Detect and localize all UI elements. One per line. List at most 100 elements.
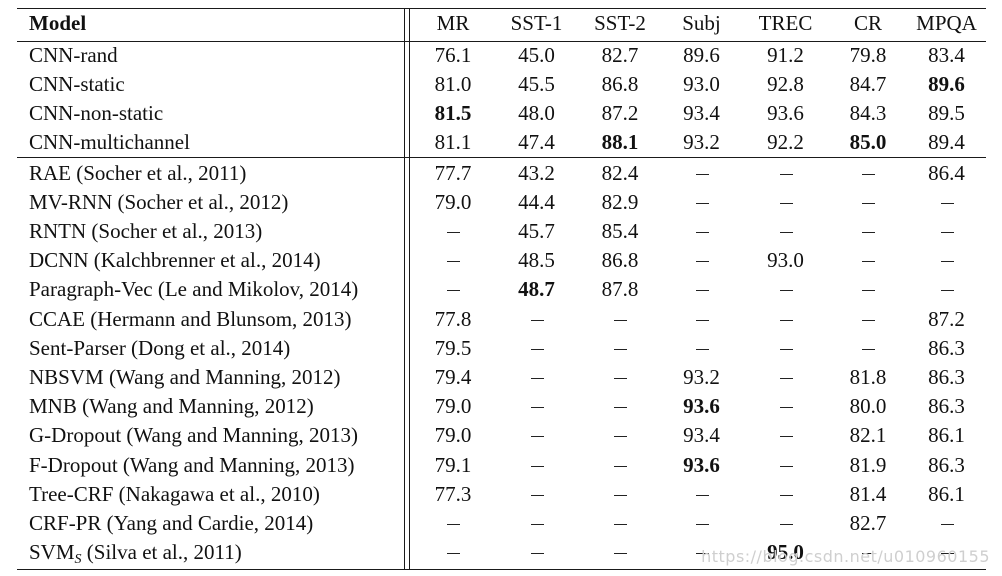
- model-name: NBSVM (Wang and Manning, 2012): [29, 365, 341, 389]
- table-row: G-Dropout (Wang and Manning, 2013) 79.0 93…: [0, 421, 1002, 450]
- score-cell: 84.3: [849, 101, 887, 125]
- empty-cell-dash: [412, 538, 494, 567]
- score-cell: 44.4: [518, 190, 555, 214]
- table-row: CNN-non-static 81.5 48.0 87.2 93.4 93.6 84.3 89…: [0, 99, 1002, 128]
- empty-cell-dash: [829, 188, 907, 217]
- score-cell: 84.7: [849, 72, 887, 96]
- score-cell: 86.4: [928, 161, 965, 185]
- model-name: SVMS (Silva et al., 2011): [29, 538, 242, 567]
- best-score-cell: 81.5: [434, 101, 472, 125]
- model-name: MV-RNN (Socher et al., 2012): [29, 190, 289, 214]
- model-name: F-Dropout (Wang and Manning, 2013): [29, 453, 355, 477]
- empty-cell-dash: [412, 246, 494, 275]
- column-header: MPQA: [916, 11, 977, 35]
- model-name: CNN-non-static: [29, 101, 164, 125]
- score-cell: 93.4: [683, 423, 720, 447]
- table-row: MNB (Wang and Manning, 2012) 79.0 93.6 80.0…: [0, 392, 1002, 421]
- score-cell: 79.5: [434, 336, 472, 360]
- empty-cell-dash: [742, 421, 829, 450]
- score-cell: 48.5: [518, 248, 555, 272]
- best-score-cell: 93.6: [683, 394, 720, 418]
- empty-cell-dash: [661, 217, 742, 246]
- score-cell: 82.1: [849, 423, 887, 447]
- score-cell: 92.2: [767, 130, 804, 154]
- table-row: CCAE (Hermann and Blunsom, 2013) 77.8 87.2: [0, 305, 1002, 334]
- empty-cell-dash: [494, 334, 579, 363]
- score-cell: 86.1: [928, 423, 965, 447]
- empty-cell-dash: [494, 363, 579, 392]
- table-row: RNTN (Socher et al., 2013) 45.7 85.4: [0, 217, 1002, 246]
- score-cell: 79.0: [434, 190, 472, 214]
- empty-cell-dash: [412, 217, 494, 246]
- score-cell: 81.8: [849, 365, 887, 389]
- best-score-cell: 85.0: [849, 130, 887, 154]
- empty-cell-dash: [494, 305, 579, 334]
- table-row: Paragraph-Vec (Le and Mikolov, 2014) 48.7…: [0, 275, 1002, 304]
- empty-cell-dash: [742, 480, 829, 509]
- empty-cell-dash: [907, 275, 986, 304]
- model-name-subscript: S: [74, 552, 82, 567]
- empty-cell-dash: [661, 538, 742, 567]
- empty-cell-dash: [579, 451, 661, 480]
- empty-cell-dash: [494, 480, 579, 509]
- empty-cell-dash: [494, 538, 579, 567]
- score-cell: 86.3: [928, 453, 965, 477]
- score-cell: 82.7: [849, 511, 887, 535]
- empty-cell-dash: [742, 509, 829, 538]
- table-rule: [17, 569, 986, 570]
- table-rule: [17, 157, 986, 158]
- score-cell: 89.6: [683, 43, 720, 67]
- empty-cell-dash: [661, 159, 742, 188]
- model-name: RAE (Socher et al., 2011): [29, 161, 247, 185]
- table-row: Sent-Parser (Dong et al., 2014) 79.5 86.3: [0, 334, 1002, 363]
- score-cell: 45.7: [518, 219, 555, 243]
- score-cell: 86.1: [928, 482, 965, 506]
- score-cell: 48.0: [518, 101, 555, 125]
- table-rule: [17, 8, 986, 9]
- empty-cell-dash: [579, 421, 661, 450]
- best-score-cell: 95.0: [767, 540, 804, 564]
- empty-cell-dash: [412, 275, 494, 304]
- empty-cell-dash: [661, 275, 742, 304]
- score-cell: 93.4: [683, 101, 720, 125]
- score-cell: 93.0: [767, 248, 804, 272]
- empty-cell-dash: [579, 480, 661, 509]
- empty-cell-dash: [742, 334, 829, 363]
- watermark: https://blog.csdn.net/u010960155: [701, 547, 990, 566]
- score-cell: 79.0: [434, 423, 472, 447]
- empty-cell-dash: [661, 305, 742, 334]
- empty-cell-dash: [661, 480, 742, 509]
- score-cell: 77.7: [434, 161, 472, 185]
- model-name: Tree-CRF (Nakagawa et al., 2010): [29, 482, 320, 506]
- score-cell: 87.2: [928, 307, 965, 331]
- best-score-cell: 88.1: [601, 130, 639, 154]
- score-cell: 82.7: [601, 43, 639, 67]
- table-row: CNN-rand 76.1 45.0 82.7 89.6 91.2 79.8 83.4: [0, 41, 1002, 70]
- score-cell: 87.8: [601, 277, 639, 301]
- score-cell: 86.3: [928, 394, 965, 418]
- score-cell: 93.6: [767, 101, 804, 125]
- empty-cell-dash: [661, 246, 742, 275]
- empty-cell-dash: [579, 509, 661, 538]
- score-cell: 76.1: [434, 43, 472, 67]
- table-row: SVMS (Silva et al., 2011) 95.0: [0, 538, 1002, 567]
- empty-cell-dash: [494, 421, 579, 450]
- score-cell: 89.4: [928, 130, 965, 154]
- column-header: TREC: [758, 11, 813, 35]
- best-score-cell: 89.6: [928, 72, 965, 96]
- score-cell: 91.2: [767, 43, 804, 67]
- model-name: Sent-Parser (Dong et al., 2014): [29, 336, 291, 360]
- empty-cell-dash: [829, 159, 907, 188]
- model-name: DCNN (Kalchbrenner et al., 2014): [29, 248, 321, 272]
- score-cell: 80.0: [849, 394, 887, 418]
- score-cell: 81.0: [434, 72, 472, 96]
- empty-cell-dash: [907, 538, 986, 567]
- empty-cell-dash: [742, 217, 829, 246]
- score-cell: 85.4: [601, 219, 639, 243]
- table-rule: [404, 8, 405, 570]
- score-cell: 89.5: [928, 101, 965, 125]
- score-cell: 81.4: [849, 482, 887, 506]
- model-name: MNB (Wang and Manning, 2012): [29, 394, 314, 418]
- model-name: Paragraph-Vec (Le and Mikolov, 2014): [29, 277, 359, 301]
- empty-cell-dash: [494, 451, 579, 480]
